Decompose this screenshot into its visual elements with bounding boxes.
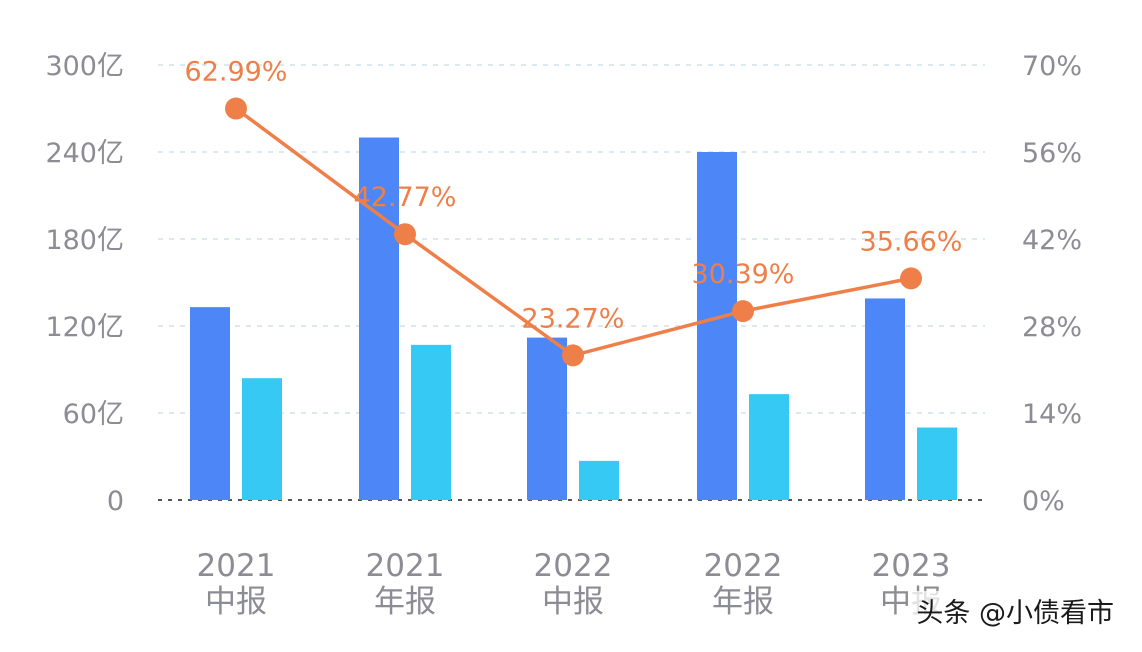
bar-series-2 [411,344,451,500]
left-axis-tick-label: 60亿 [63,399,124,430]
category-label-year: 2021 [366,548,445,584]
data-label: 23.27% [522,303,625,334]
right-axis-tick-label: 70% [1022,51,1082,82]
right-axis-tick-label: 14% [1022,399,1082,430]
bar-series-1 [527,337,567,500]
bar-series-2 [242,378,282,500]
right-axis-tick-label: 28% [1022,312,1082,343]
bar-series-1 [190,307,230,500]
left-axis-tick-label: 240亿 [45,138,124,169]
right-axis-tick-label: 42% [1022,225,1082,256]
category-label-year: 2023 [872,548,951,584]
line-point [562,344,584,367]
bar-series-1 [865,298,905,500]
category-label-year: 2022 [704,548,783,584]
data-label: 62.99% [185,57,288,88]
left-axis-tick-label: 180亿 [45,225,124,256]
category-label-period: 年报 [712,584,774,620]
left-axis-tick-label: 0 [107,486,124,517]
right-axis-tick-label: 0% [1022,486,1065,517]
line-point [732,300,754,323]
bar-series-2 [749,394,789,500]
category-label-period: 年报 [374,584,436,620]
category-label-period: 中报 [542,584,604,620]
data-label: 42.77% [354,182,457,213]
bar-series-2 [579,460,619,500]
category-label-year: 2022 [534,548,613,584]
line-point [900,267,922,290]
bar-series-2 [917,427,957,500]
left-axis-tick-label: 120亿 [45,312,124,343]
bar-series-1 [359,137,399,500]
category-label-period: 中报 [205,584,267,620]
category-label-year: 2021 [197,548,276,584]
watermark-text: 头条 @小债看市 [912,591,1118,630]
line-point [225,97,247,120]
right-axis-tick-label: 56% [1022,138,1082,169]
left-axis-tick-label: 300亿 [45,51,124,82]
data-label: 35.66% [860,226,963,257]
line-point [394,223,416,246]
bar-series-1 [697,152,737,500]
data-label: 30.39% [692,259,795,290]
